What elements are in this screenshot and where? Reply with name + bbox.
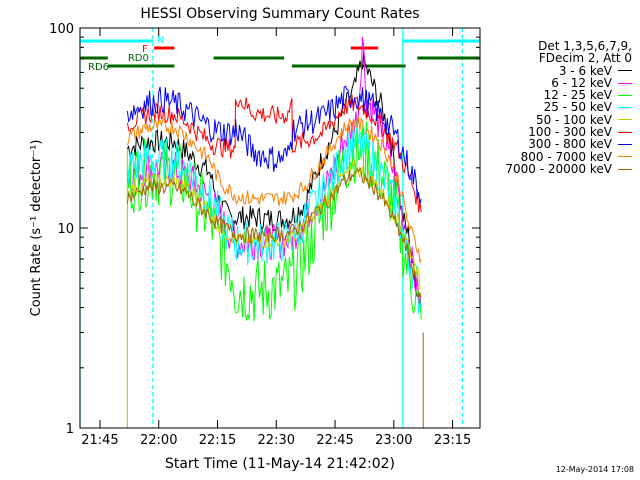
legend-entry-label: 3 - 6 keV: [558, 63, 612, 78]
x-tick-label-1: 22:00: [140, 433, 177, 448]
legend-header-line-2: FDecim 2, Att 0: [538, 51, 632, 66]
legend-entry-label: 25 - 50 keV: [543, 100, 612, 115]
legend-entry: 12 - 25 keV: [472, 89, 632, 101]
legend-header-line-1: Det 1,3,5,6,7,9,: [538, 39, 632, 53]
legend-entry-label: 300 - 800 keV: [528, 137, 612, 152]
status-label-f: F: [142, 44, 148, 55]
legend-entry-label: 7000 - 20000 keV: [505, 161, 612, 176]
legend-swatch: [618, 156, 632, 158]
legend-swatch: [618, 119, 632, 121]
legend: Det 1,3,5,6,7,9, FDecim 2, Att 0 3 - 6 k…: [472, 40, 632, 175]
series-line-25-50-kev: [126, 122, 422, 314]
legend-entry: 50 - 100 keV: [472, 112, 632, 127]
x-tick-label-0: 21:45: [81, 433, 118, 448]
legend-entry: 3 - 6 keV: [472, 63, 632, 78]
series-line-300-800-kev: [126, 85, 422, 205]
legend-entry: 25 - 50 keV: [472, 100, 632, 115]
chart-title: HESSI Observing Summary Count Rates: [140, 6, 419, 22]
legend-swatch: [618, 82, 632, 84]
x-axis-label: Start Time (11-May-14 21:42:02): [165, 456, 395, 472]
legend-entry-label: 12 - 25 keV: [543, 88, 612, 103]
legend-swatch: [618, 107, 632, 109]
legend-entry: 300 - 800 keV: [472, 137, 632, 152]
legend-entry: 100 - 300 keV: [472, 126, 632, 138]
legend-entry-label: 6 - 12 keV: [551, 75, 612, 90]
plot-frame: [79, 27, 481, 429]
status-label-n: N: [157, 35, 164, 46]
series-line-7000-20000-kev: [126, 166, 422, 298]
legend-entry-label: 100 - 300 keV: [528, 125, 612, 140]
legend-entry: 7000 - 20000 keV: [472, 163, 632, 175]
y-axis-label: Count Rate (s⁻¹ detector⁻¹): [29, 140, 44, 317]
footer-date: 12-May-2014 17:08: [555, 465, 634, 474]
x-tick-label-4: 22:45: [316, 433, 353, 448]
series-line-800-7000-kev: [126, 116, 422, 264]
x-tick-label-3: 22:30: [258, 433, 295, 448]
y-tick-label-0: 1: [66, 422, 74, 437]
legend-entry: 800 - 7000 keV: [472, 149, 632, 164]
axes: 21:45 22:00 22:15 22:30 22:45 23:00 23:15 1 10 10…: [49, 22, 480, 448]
x-tick-label-6: 23:15: [434, 433, 471, 448]
legend-swatch: [618, 70, 632, 72]
y-tick-label-2: 100: [49, 22, 74, 37]
legend-swatch: [618, 168, 632, 170]
legend-swatch: [618, 131, 632, 133]
x-tick-label-2: 22:15: [199, 433, 236, 448]
x-tick-label-5: 23:00: [375, 433, 412, 448]
status-label-rd0: RD0: [128, 53, 149, 64]
legend-swatch: [618, 144, 632, 146]
legend-entry-label: 50 - 100 keV: [535, 112, 612, 127]
legend-swatch: [618, 94, 632, 96]
series-line-100-300-kev: [126, 94, 422, 213]
y-tick-label-1: 10: [57, 222, 74, 237]
legend-entry-label: 800 - 7000 keV: [520, 149, 612, 164]
series-line-6-12-kev: [126, 36, 422, 308]
legend-entry: 6 - 12 keV: [472, 77, 632, 89]
status-label-rd6: RD6: [88, 62, 109, 73]
